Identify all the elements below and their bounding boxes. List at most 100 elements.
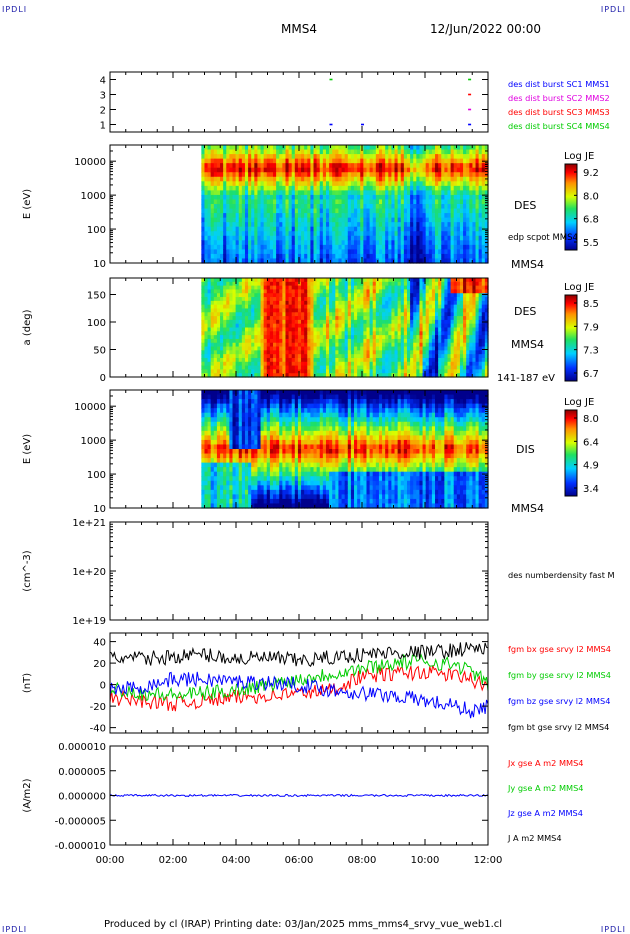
heatmap-cell: [438, 163, 442, 169]
heatmap-cell: [216, 494, 221, 500]
heatmap-cell: [344, 297, 349, 302]
heatmap-cell: [204, 467, 209, 473]
heatmap-cell: [223, 346, 227, 351]
heatmap-cell: [463, 308, 467, 313]
heatmap-cell: [478, 163, 483, 169]
heatmap-cell: [394, 167, 399, 173]
heatmap-cell: [207, 476, 212, 482]
heatmap-cell: [329, 319, 333, 325]
heatmap-cell: [251, 163, 255, 169]
heatmap-cell: [263, 361, 268, 367]
heatmap-cell: [332, 369, 336, 374]
heatmap-cell: [422, 194, 427, 201]
heatmap-cell: [244, 235, 249, 241]
heatmap-cell: [472, 308, 477, 313]
heatmap-cell: [285, 350, 290, 355]
heatmap-cell: [257, 185, 262, 191]
heatmap-cell: [403, 222, 408, 228]
heatmap-cell: [226, 278, 230, 283]
heatmap-cell: [453, 369, 458, 374]
heatmap-cell: [201, 394, 206, 400]
heatmap-cell: [223, 462, 227, 468]
heatmap-cell: [223, 312, 227, 317]
heatmap-cell: [201, 249, 206, 255]
heatmap-cell: [344, 244, 349, 250]
heatmap-cell: [216, 249, 221, 255]
heatmap-cell: [422, 357, 427, 363]
heatmap-cell: [282, 312, 287, 317]
heatmap-cell: [341, 312, 346, 317]
heatmap-cell: [329, 316, 333, 321]
heatmap-cell: [294, 278, 299, 283]
heatmap-cell: [444, 149, 449, 155]
heatmap-cell: [441, 300, 445, 306]
heatmap-cell: [332, 213, 336, 219]
heatmap-cell: [403, 342, 408, 348]
heatmap-cell: [338, 357, 343, 363]
heatmap-cell: [363, 163, 368, 169]
heatmap-cell: [319, 327, 324, 332]
heatmap-cell: [325, 222, 330, 228]
heatmap-cell: [332, 253, 336, 260]
heatmap-cell: [459, 342, 464, 348]
heatmap-cell: [248, 145, 252, 151]
heatmap-cell: [325, 297, 330, 302]
heatmap-cell: [248, 323, 252, 329]
heatmap-cell: [388, 208, 393, 214]
heatmap-cell: [251, 289, 255, 294]
heatmap-cell: [444, 145, 449, 151]
heatmap-cell: [416, 285, 421, 291]
heatmap-cell: [223, 421, 227, 427]
heatmap-cell: [400, 281, 405, 287]
heatmap-cell: [431, 167, 436, 173]
heatmap-cell: [313, 249, 318, 255]
heatmap-cell: [282, 217, 287, 223]
heatmap-cell: [413, 231, 417, 237]
heatmap-cell: [266, 244, 271, 250]
heatmap-cell: [388, 249, 393, 255]
heatmap-cell: [201, 323, 206, 329]
heatmap-cell: [397, 185, 402, 191]
heatmap-cell: [260, 185, 265, 191]
heatmap-cell: [363, 338, 368, 344]
heatmap-cell: [406, 308, 411, 313]
heatmap-cell: [213, 403, 218, 409]
heatmap-cell: [288, 300, 293, 306]
heatmap-cell: [422, 149, 427, 155]
heatmap-cell: [273, 346, 277, 351]
heatmap-cell: [316, 338, 321, 344]
heatmap-cell: [428, 369, 433, 374]
heatmap-cell: [475, 208, 480, 214]
heatmap-cell: [469, 154, 474, 160]
heatmap-cell: [297, 176, 302, 182]
heatmap-cell: [469, 354, 474, 359]
heatmap-cell: [419, 373, 424, 378]
heatmap-cell: [207, 394, 212, 400]
heatmap-cell: [397, 331, 402, 336]
heatmap-cell: [478, 176, 483, 182]
heatmap-cell: [210, 222, 215, 228]
heatmap-cell: [291, 213, 296, 219]
heatmap-cell: [410, 249, 414, 255]
heatmap-cell: [207, 181, 212, 187]
heatmap-cell: [266, 335, 271, 340]
heatmap-cell: [232, 297, 237, 302]
heatmap-cell: [335, 361, 340, 367]
heatmap-cell: [428, 249, 433, 255]
heatmap-cell: [322, 253, 327, 260]
heatmap-cell: [213, 485, 218, 491]
heatmap-cell: [413, 167, 417, 173]
heatmap-cell: [422, 213, 427, 219]
heatmap-cell: [216, 167, 221, 173]
heatmap-cell: [469, 149, 474, 155]
heatmap-cell: [416, 199, 421, 205]
heatmap-cell: [416, 338, 421, 344]
heatmap-cell: [304, 373, 308, 378]
heatmap-cell: [416, 278, 421, 283]
heatmap-cell: [335, 222, 340, 228]
heatmap-cell: [413, 293, 417, 298]
heatmap-cell: [297, 231, 302, 237]
heatmap-cell: [363, 285, 368, 291]
heatmap-cell: [273, 217, 277, 223]
heatmap-cell: [463, 145, 467, 151]
